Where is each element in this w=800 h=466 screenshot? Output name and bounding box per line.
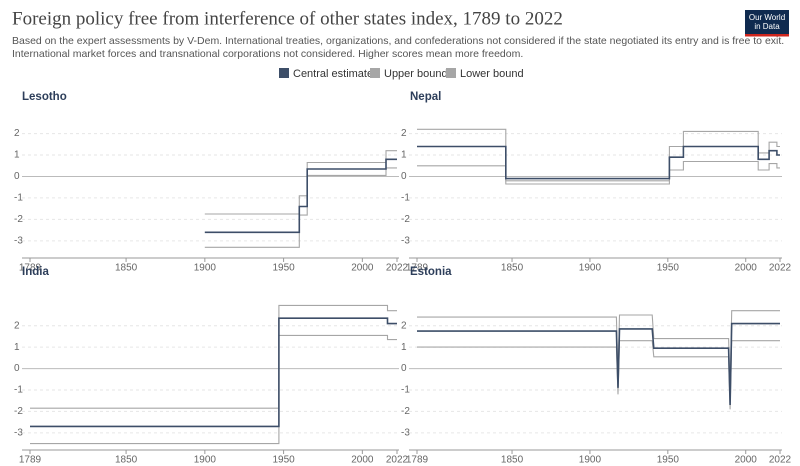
y-tick-label: -2 <box>14 214 23 225</box>
series-line <box>417 160 780 185</box>
x-tick-label: 1950 <box>657 455 680 466</box>
y-tick-label: 0 <box>14 363 20 374</box>
y-tick-label: -1 <box>401 385 410 396</box>
subtitle: International market forces and transnat… <box>12 48 523 60</box>
x-tick-label: 2000 <box>351 263 374 274</box>
y-tick-label: 1 <box>14 342 20 353</box>
panel-title: Lesotho <box>22 91 67 103</box>
x-tick-label: 1789 <box>19 263 42 274</box>
y-tick-label: -1 <box>14 385 23 396</box>
legend-label: Central estimate <box>293 68 373 80</box>
series-line <box>204 167 397 248</box>
x-tick-label: 2022 <box>386 263 409 274</box>
x-tick-label: 1850 <box>501 455 524 466</box>
y-tick-label: 2 <box>14 320 20 331</box>
y-tick-label: 2 <box>14 128 20 139</box>
y-tick-label: 0 <box>14 171 20 182</box>
logo <box>745 10 789 36</box>
y-tick-label: -2 <box>14 406 23 417</box>
legend-swatch <box>370 68 380 78</box>
x-tick-label: 1789 <box>406 263 429 274</box>
series-line <box>417 340 780 410</box>
x-tick-label: 1950 <box>657 263 680 274</box>
y-tick-label: 1 <box>401 150 407 161</box>
y-tick-label: 1 <box>14 150 20 161</box>
x-tick-label: 2022 <box>769 455 792 466</box>
y-tick-label: -2 <box>401 406 410 417</box>
x-tick-label: 1789 <box>406 455 429 466</box>
y-tick-label: 2 <box>401 320 407 331</box>
y-tick-label: -1 <box>401 193 410 204</box>
series-line <box>417 145 780 180</box>
legend-swatch <box>446 68 456 78</box>
y-tick-label: 1 <box>401 342 407 353</box>
panel-title: Nepal <box>410 91 441 103</box>
panel-title: Estonia <box>410 266 452 278</box>
logo-text: Our World <box>749 13 785 22</box>
x-tick-label: 2022 <box>386 455 409 466</box>
legend-label: Upper bound <box>384 68 448 80</box>
logo-stripe <box>745 34 789 37</box>
logo-text: in Data <box>754 22 780 31</box>
subtitle: Based on the expert assessments by V-Dem… <box>12 35 784 47</box>
series-line <box>30 334 397 445</box>
x-tick-label: 1789 <box>19 455 42 466</box>
y-tick-label: -2 <box>401 214 410 225</box>
x-tick-label: 1850 <box>115 455 138 466</box>
x-tick-label: 1900 <box>579 263 602 274</box>
series-line <box>417 322 780 406</box>
x-tick-label: 1950 <box>272 455 295 466</box>
x-tick-label: 2022 <box>769 263 792 274</box>
series-line <box>30 304 397 409</box>
series-line <box>204 150 397 215</box>
chart-title: Foreign policy free from interference of… <box>12 8 563 29</box>
series-line <box>417 310 780 397</box>
x-tick-label: 2000 <box>735 455 758 466</box>
x-tick-label: 1850 <box>115 263 138 274</box>
x-tick-label: 1900 <box>194 455 217 466</box>
legend-label: Lower bound <box>460 68 524 80</box>
y-tick-label: -3 <box>401 427 410 438</box>
y-tick-label: -3 <box>14 235 23 246</box>
x-tick-label: 1850 <box>501 263 524 274</box>
x-tick-label: 2000 <box>351 455 374 466</box>
y-tick-label: -1 <box>14 193 23 204</box>
series-line <box>30 317 397 428</box>
y-tick-label: 0 <box>401 363 407 374</box>
x-tick-label: 1900 <box>579 455 602 466</box>
series-line <box>417 128 780 182</box>
y-tick-label: -3 <box>14 427 23 438</box>
y-tick-label: 2 <box>401 128 407 139</box>
y-tick-label: 0 <box>401 171 407 182</box>
y-tick-label: -3 <box>401 235 410 246</box>
x-tick-label: 1950 <box>272 263 295 274</box>
series-line <box>204 158 397 234</box>
legend-swatch <box>279 68 289 78</box>
x-tick-label: 1900 <box>194 263 217 274</box>
panel-title: India <box>22 266 49 278</box>
x-tick-label: 2000 <box>735 263 758 274</box>
